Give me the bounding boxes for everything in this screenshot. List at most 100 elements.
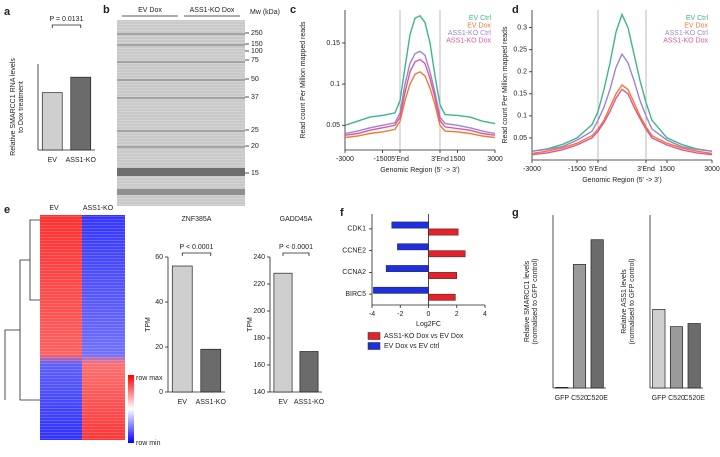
bar: [428, 228, 459, 236]
panel-label: f: [340, 207, 344, 219]
x-tick-label: -1500: [568, 166, 586, 173]
x-tick-label: -3000: [523, 166, 541, 173]
y-tick-label: 20: [155, 344, 163, 351]
legend-label: ASS1-KO Ctrl: [665, 30, 709, 37]
legend-label: ASS1-KO Dox: [663, 37, 708, 44]
panel-label: d: [512, 4, 519, 16]
y-tick-label: 0.15: [513, 91, 527, 98]
series-line: [531, 84, 713, 155]
x-tick-label: ASS1-KO: [196, 399, 227, 406]
bar: [385, 265, 429, 272]
significance-bracket: [181, 252, 212, 256]
x-axis-label: Log2FC: [416, 321, 441, 328]
bar: [669, 326, 684, 389]
x-tick-label: 5'End: [391, 156, 409, 163]
series-line: [531, 12, 713, 152]
chart-title: ZNF385A: [182, 216, 212, 223]
legend-swatch: [367, 342, 381, 350]
legend-label: EV Dox vs EV ctrl: [384, 343, 440, 350]
mw-title: Mw (kDa): [250, 9, 280, 16]
y-tick-label: 180: [253, 335, 265, 342]
series-line: [344, 70, 496, 139]
y-axis-label: Read count Per Million mapped reads: [300, 21, 307, 139]
heatmap-column: EV: [49, 205, 59, 212]
y-tick-label: 0.1: [330, 81, 340, 88]
bar: [171, 265, 193, 393]
legend-label: ASS1-KO Dox vs EV Dox: [384, 333, 464, 340]
y-tick-label: 140: [253, 389, 265, 396]
x-tick-label: -3000: [336, 156, 354, 163]
marker-label: 25: [251, 127, 259, 134]
bar: [373, 286, 429, 294]
y-tick-label: 200: [253, 308, 265, 315]
chart-title: GADD45A: [280, 216, 313, 223]
panel-label: a: [4, 6, 11, 18]
bar: [397, 243, 429, 251]
y-tick-label: 0.1: [517, 113, 527, 120]
bar: [428, 250, 466, 258]
x-tick-label: EV: [178, 399, 188, 406]
x-axis-label: Genomic Region (5' -> 3'): [380, 167, 460, 174]
x-tick-label: 3'End: [637, 166, 655, 173]
x-tick-label: EV: [278, 399, 288, 406]
y-tick-label: 0.3: [517, 24, 527, 31]
x-tick-label: -2: [397, 311, 403, 318]
legend-label: EV Ctrl: [469, 15, 492, 22]
x-tick-label: 3'End: [431, 156, 449, 163]
bar: [555, 387, 569, 389]
y-axis-label: Relative ASS1 levels: [621, 269, 628, 334]
x-tick-label: 1500: [659, 166, 675, 173]
annotation: P < 0.0001: [180, 244, 214, 251]
y-tick-label: 240: [253, 254, 265, 261]
y-axis-label: to Dox treatment: [18, 81, 25, 133]
x-tick-label: 1500: [450, 156, 466, 163]
significance-bracket: [51, 24, 82, 28]
x-tick-label: GFP: [555, 395, 570, 402]
y-tick-label: 40: [155, 299, 163, 306]
x-tick-label: 3000: [487, 156, 503, 163]
bar: [590, 239, 604, 389]
x-tick-label: C520: [571, 395, 588, 402]
y-axis-label: TPM: [145, 317, 152, 332]
heatmap-column: ASS1-KO: [83, 205, 114, 212]
bar: [299, 351, 319, 393]
x-tick-label: -4: [369, 311, 375, 318]
marker-label: 15: [251, 170, 259, 177]
bar: [687, 323, 701, 389]
bar: [41, 92, 63, 151]
y-tick-label: 0.2: [517, 69, 527, 76]
marker-label: 250: [251, 30, 263, 37]
y-tick-label: 60: [155, 254, 163, 261]
y-axis-label: Relative SMARCC1 levels: [524, 260, 531, 342]
series-line: [344, 14, 496, 126]
series-line: [344, 58, 496, 136]
panel-label: e: [4, 204, 10, 216]
y-tick-label: BIRC5: [345, 291, 366, 298]
heatmap: [4, 215, 134, 443]
x-axis-label: Genomic Region (5' -> 3'): [582, 177, 662, 184]
y-axis-label: (normalised to GFP control): [532, 259, 539, 345]
lane-label: ASS1-KO Dox: [190, 7, 235, 14]
y-axis-label: Read count Per Million mapped reads: [502, 26, 509, 144]
x-tick-label: 5'End: [589, 166, 607, 173]
y-tick-label: 0.25: [513, 47, 527, 54]
marker-label: 37: [251, 94, 259, 101]
legend-label: ASS1-KO Dox: [446, 37, 491, 44]
y-tick-label: CCNA2: [342, 269, 366, 276]
x-tick-label: 0: [427, 311, 431, 318]
panel-label: g: [512, 207, 519, 219]
panel-label: c: [290, 4, 296, 16]
series-line: [531, 52, 713, 152]
bar: [273, 272, 293, 393]
legend-label: EV Dox: [467, 22, 491, 29]
legend-label: ASS1-KO Ctrl: [448, 30, 492, 37]
y-tick-label: 0: [159, 389, 163, 396]
y-tick-label: 0.05: [513, 135, 527, 142]
series-line: [344, 50, 496, 135]
x-tick-label: ASS1-KO: [66, 157, 97, 164]
x-tick-label: EV: [48, 157, 58, 164]
x-tick-label: -1500: [374, 156, 392, 163]
legend-swatch: [367, 332, 381, 340]
bar: [200, 348, 222, 393]
